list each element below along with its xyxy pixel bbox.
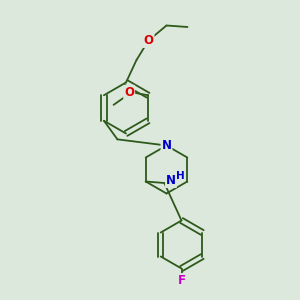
Text: N: N (161, 139, 172, 152)
Text: O: O (143, 34, 154, 47)
Text: H: H (176, 171, 185, 182)
Text: N: N (166, 174, 176, 187)
Text: F: F (178, 274, 185, 287)
Text: O: O (124, 86, 134, 99)
